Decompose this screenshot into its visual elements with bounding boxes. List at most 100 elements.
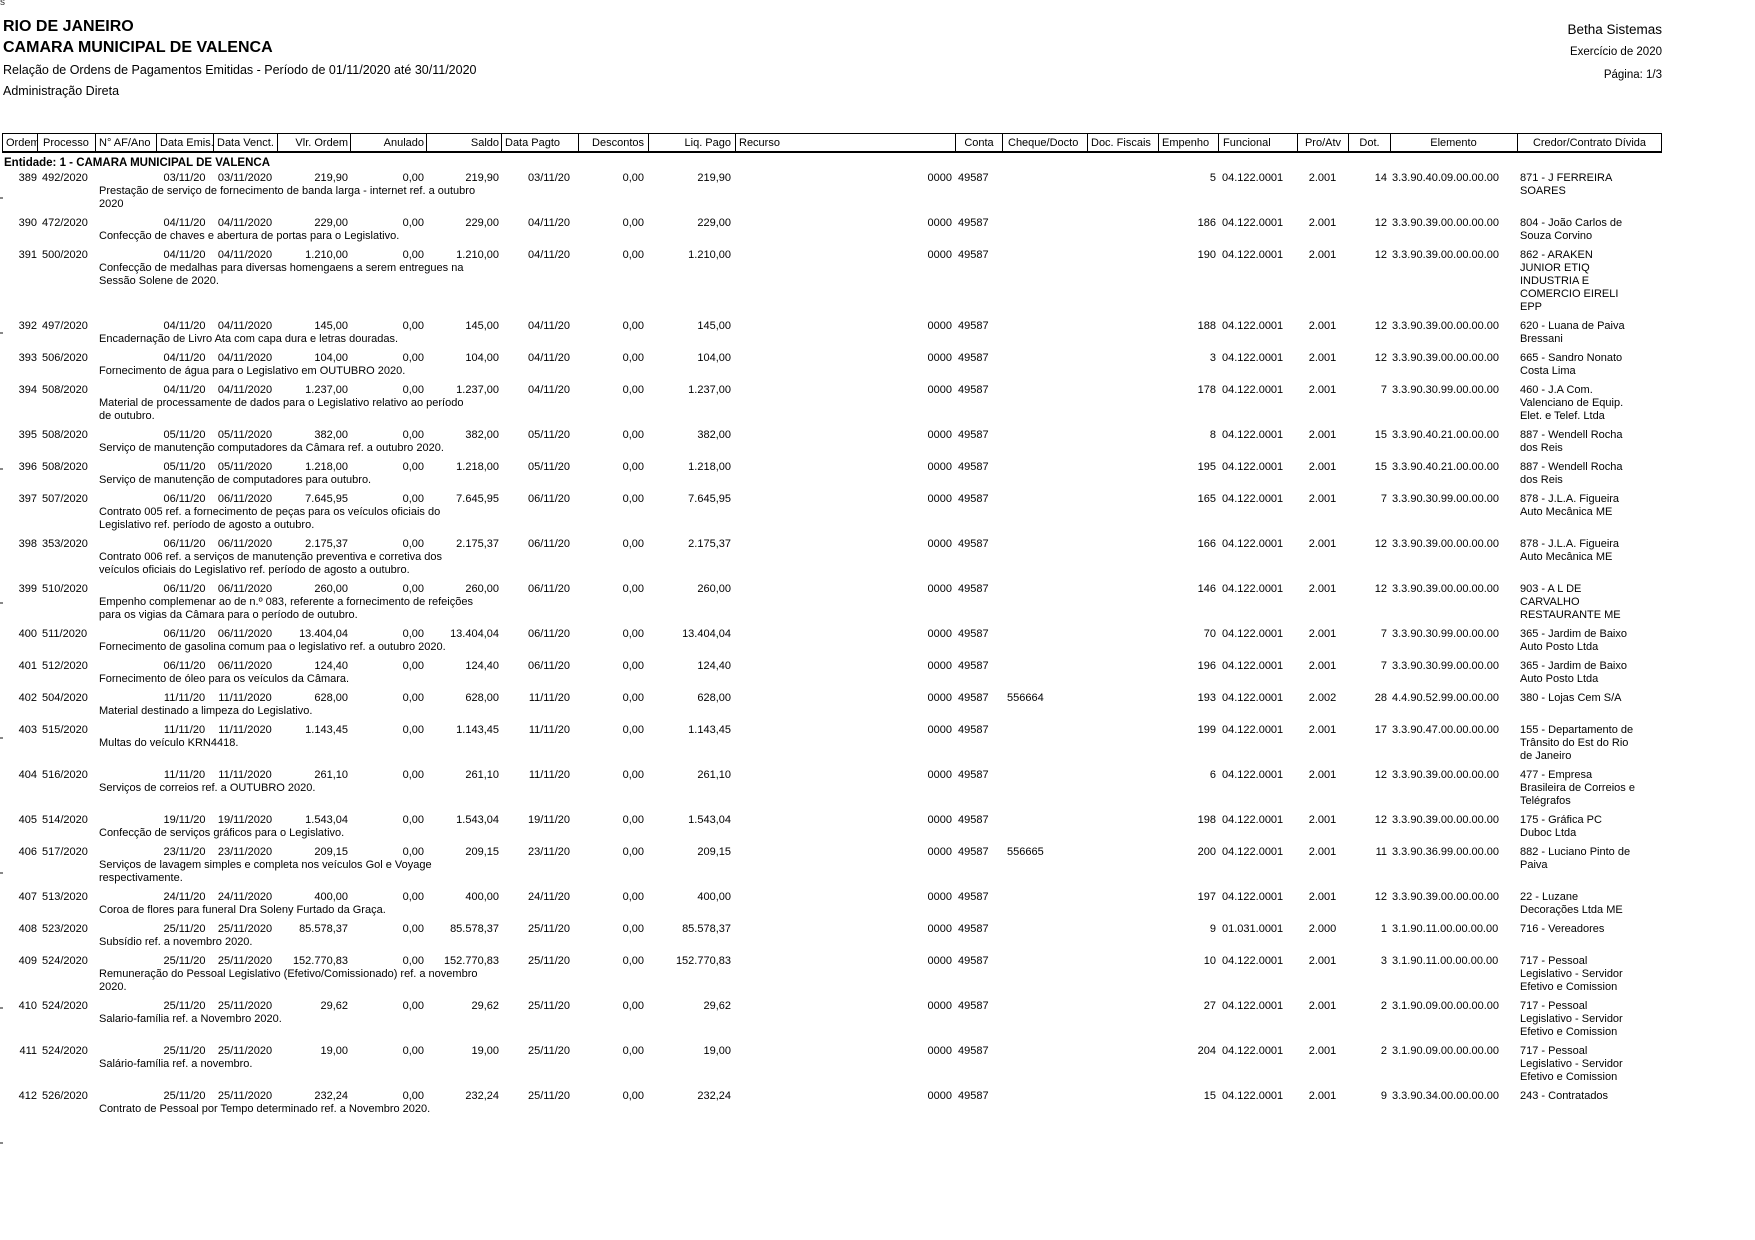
cell-proatv: 2.001 bbox=[1308, 461, 1337, 473]
row-description: Serviço de manutenção computadores da Câ… bbox=[99, 442, 444, 454]
cell-processo: 524/2020 bbox=[42, 1045, 88, 1057]
cell-proatv: 2.001 bbox=[1308, 384, 1337, 396]
cell-fiscais bbox=[1087, 172, 1158, 185]
cell-anulado: 0,00 bbox=[402, 429, 424, 441]
cell-conta: 49587 bbox=[958, 1045, 989, 1057]
row-description: Confecção de serviços gráficos para o Le… bbox=[99, 827, 345, 839]
cell-cheque bbox=[1002, 814, 1087, 827]
cell-vlr: 232,24 bbox=[314, 1090, 348, 1102]
cell-descontos: 0,00 bbox=[622, 1045, 644, 1057]
row-description: Salário-família ref. a novembro. bbox=[99, 1058, 253, 1070]
cell-empenho: 188 bbox=[1197, 320, 1216, 332]
page-number: Página: 1/3 bbox=[1603, 69, 1662, 81]
cell-empenho: 178 bbox=[1197, 384, 1216, 396]
cell-anulado: 0,00 bbox=[402, 583, 424, 595]
cell-proatv: 2.001 bbox=[1308, 320, 1337, 332]
cell-descontos: 0,00 bbox=[622, 846, 644, 858]
cell-pagto: 04/11/20 bbox=[527, 320, 570, 332]
row-main-block: 390 472/2020 04/11/20 04/11/2020 229,00 0,00 2… bbox=[2, 217, 1517, 243]
cell-empenho: 146 bbox=[1197, 583, 1216, 595]
cell-venct: 04/11/2020 bbox=[217, 352, 273, 364]
cell-dot: 7 bbox=[1380, 660, 1387, 672]
cell-processo: 508/2020 bbox=[42, 429, 88, 441]
cell-emis: 11/11/20 bbox=[163, 692, 206, 704]
row-creditor: 380 - Lojas Cem S/A bbox=[1520, 692, 1622, 704]
cell-ordem: 404 bbox=[18, 769, 37, 781]
cell-liq: 261,10 bbox=[697, 769, 731, 781]
table-row: 402 504/2020 11/11/20 11/11/2020 628,00 0,00 6… bbox=[2, 692, 1662, 724]
cell-pagto: 06/11/20 bbox=[527, 628, 570, 640]
row-creditor: 665 - Sandro Nonato Costa Lima bbox=[1520, 352, 1623, 377]
cell-anulado: 0,00 bbox=[402, 846, 424, 858]
cell-cheque: 556665 bbox=[1007, 846, 1044, 858]
column-header-elemento: Elemento bbox=[1390, 134, 1517, 151]
cell-pagto: 25/11/20 bbox=[527, 1045, 570, 1057]
cell-empenho: 199 bbox=[1197, 724, 1216, 736]
cell-dot: 1 bbox=[1380, 923, 1387, 935]
row-main-block: 410 524/2020 25/11/20 25/11/2020 29,62 0,00 29… bbox=[2, 1000, 1517, 1039]
cell-vlr: 13.404,04 bbox=[299, 628, 348, 640]
row-creditor: 882 - Luciano Pinto de Paiva bbox=[1520, 846, 1631, 871]
row-description: Material destinado a limpeza do Legislat… bbox=[99, 705, 313, 717]
cell-proatv: 2.001 bbox=[1308, 217, 1337, 229]
cell-dot: 12 bbox=[1374, 769, 1387, 781]
row-description: Material de processamente de dados para … bbox=[99, 397, 464, 422]
cell-funcional: 04.122.0001 bbox=[1222, 660, 1284, 672]
cell-vlr: 1.210,00 bbox=[305, 249, 348, 261]
table-row: 389 492/2020 03/11/20 03/11/2020 219,90 0,00 2… bbox=[2, 172, 1662, 217]
cell-processo: 492/2020 bbox=[42, 172, 88, 184]
cell-saldo: 1.218,00 bbox=[456, 461, 499, 473]
cell-dot: 12 bbox=[1374, 352, 1387, 364]
cell-saldo: 19,00 bbox=[471, 1045, 499, 1057]
cell-empenho: 8 bbox=[1209, 429, 1216, 441]
cell-descontos: 0,00 bbox=[622, 583, 644, 595]
cell-funcional: 04.122.0001 bbox=[1222, 249, 1284, 261]
cell-dot: 7 bbox=[1380, 628, 1387, 640]
cell-proatv: 2.001 bbox=[1308, 1090, 1337, 1102]
cell-ordem: 397 bbox=[18, 493, 37, 505]
cell-elemento: 3.1.90.09.00.00.00.00 bbox=[1392, 1000, 1500, 1012]
cell-conta: 49587 bbox=[958, 461, 989, 473]
cell-emis: 04/11/20 bbox=[163, 384, 206, 396]
cell-conta: 49587 bbox=[958, 429, 989, 441]
cell-cheque bbox=[1002, 891, 1087, 904]
cell-ordem: 401 bbox=[18, 660, 37, 672]
cell-emis: 24/11/20 bbox=[163, 891, 206, 903]
row-description: Encadernação de Livro Ata com capa dura … bbox=[99, 333, 399, 345]
scan-artifact: s bbox=[0, 0, 5, 8]
cell-funcional: 04.122.0001 bbox=[1222, 538, 1284, 550]
cell-elemento: 4.4.90.52.99.00.00.00 bbox=[1392, 692, 1500, 704]
cell-anulado: 0,00 bbox=[402, 769, 424, 781]
cell-ordem: 407 bbox=[18, 891, 37, 903]
cell-saldo: 260,00 bbox=[465, 583, 499, 595]
row-description: Serviços de lavagem simples e completa n… bbox=[99, 859, 432, 884]
cell-proatv: 2.001 bbox=[1308, 814, 1337, 826]
row-cells: 403 515/2020 11/11/20 11/11/2020 1.143,45 0,0… bbox=[2, 724, 1517, 737]
cell-pagto: 04/11/20 bbox=[527, 217, 570, 229]
scan-edge-mark bbox=[0, 602, 3, 604]
cell-processo: 506/2020 bbox=[42, 352, 88, 364]
row-cells: 407 513/2020 24/11/20 24/11/2020 400,00 0,00 4… bbox=[2, 891, 1517, 904]
cell-elemento: 3.3.90.30.99.00.00.00 bbox=[1392, 384, 1500, 396]
cell-cheque bbox=[1002, 724, 1087, 737]
cell-funcional: 04.122.0001 bbox=[1222, 583, 1284, 595]
cell-elemento: 3.3.90.39.00.00.00.00 bbox=[1392, 352, 1500, 364]
cell-saldo: 400,00 bbox=[465, 891, 499, 903]
cell-emis: 05/11/20 bbox=[163, 461, 206, 473]
cell-ordem: 409 bbox=[18, 955, 37, 967]
cell-recurso: 0000 bbox=[927, 429, 952, 441]
cell-conta: 49587 bbox=[958, 955, 989, 967]
cell-funcional: 04.122.0001 bbox=[1222, 846, 1284, 858]
cell-venct: 05/11/2020 bbox=[217, 429, 273, 441]
report-state: RIO DE JANEIRO bbox=[3, 18, 134, 35]
cell-saldo: 29,62 bbox=[471, 1000, 499, 1012]
table-header-row: Ordem Processo N° AF/Ano Data Emis. Data Ven… bbox=[2, 133, 1662, 153]
row-cells: 390 472/2020 04/11/20 04/11/2020 229,00 0,00 2… bbox=[2, 217, 1517, 230]
row-main-block: 401 512/2020 06/11/20 06/11/2020 124,40 0,00 1… bbox=[2, 660, 1517, 686]
cell-pagto: 23/11/20 bbox=[527, 846, 570, 858]
cell-anulado: 0,00 bbox=[402, 814, 424, 826]
cell-conta: 49587 bbox=[958, 814, 989, 826]
cell-anulado: 0,00 bbox=[402, 692, 424, 704]
cell-saldo: 261,10 bbox=[465, 769, 499, 781]
cell-af bbox=[95, 493, 156, 506]
